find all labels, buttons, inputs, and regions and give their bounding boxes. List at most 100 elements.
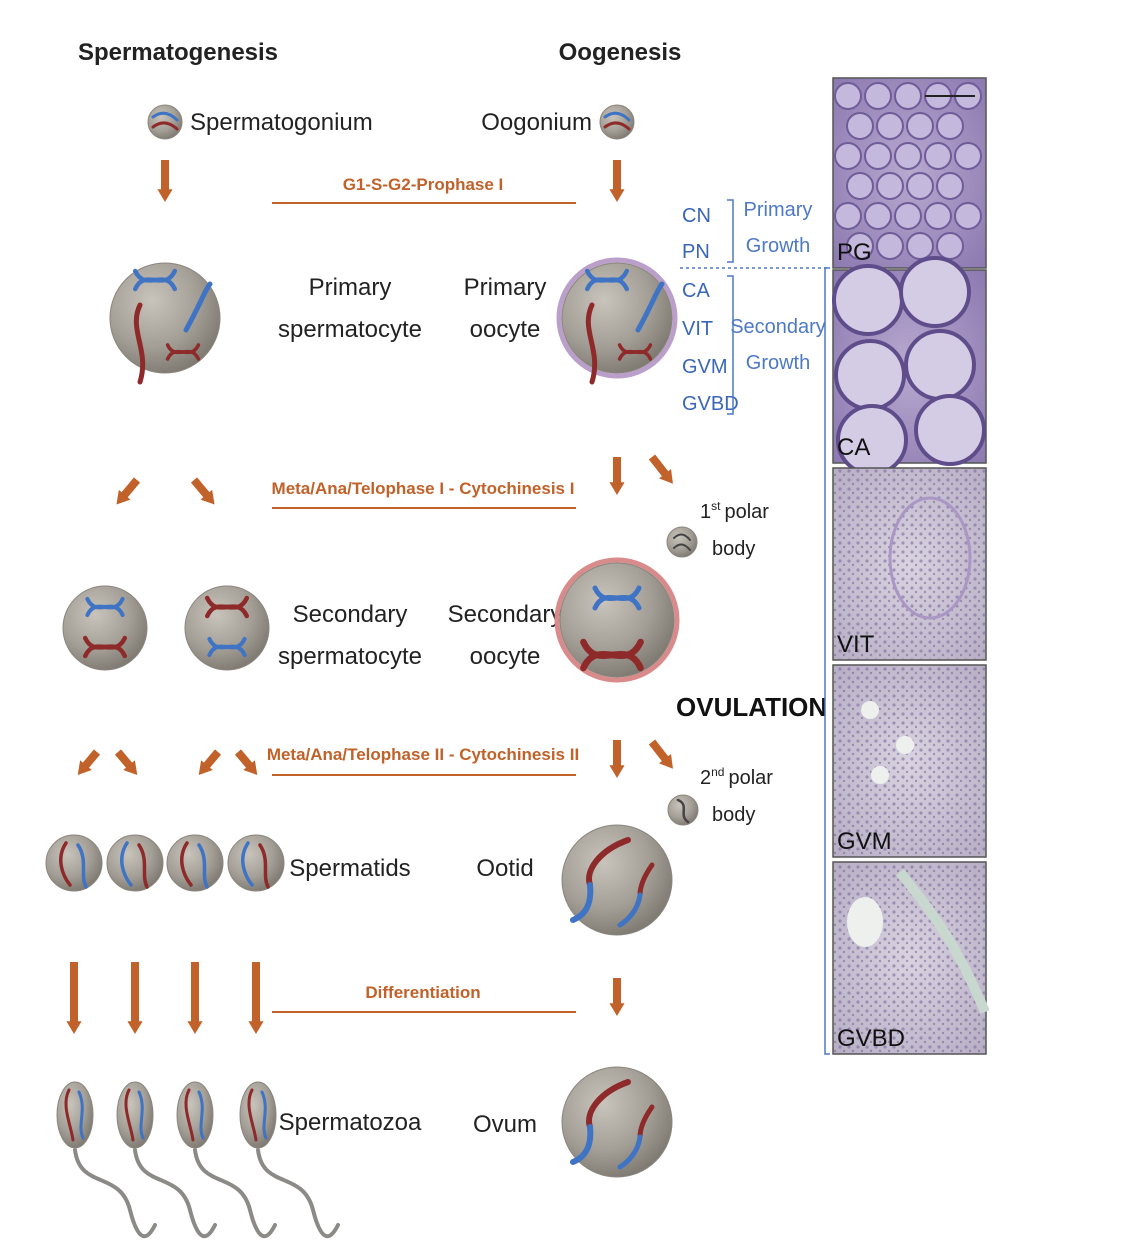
arrow-meiosis1-right <box>190 477 215 505</box>
spermatid-3-chrom-a <box>180 841 193 887</box>
spermatid-cell-1-body <box>45 834 103 892</box>
primary-spermatocyte-label-2: spermatocyte <box>278 316 422 343</box>
spermatozoon-4-chrom-a <box>247 1088 258 1142</box>
arrow-meiosis2-d <box>234 749 258 775</box>
ca-follicle <box>914 394 986 466</box>
pg-follicle <box>924 202 952 230</box>
arrow-oocyte-meiosis2-polar-shape <box>648 739 673 769</box>
spermatid-cell-3-body <box>166 834 224 892</box>
histology-panel-gvbd: GVBD <box>832 861 990 1055</box>
oogonium-cell <box>599 104 635 140</box>
pg-follicle <box>876 172 904 200</box>
ootid-label: Ootid <box>476 855 533 882</box>
arrow-differentiation-2-shape <box>127 962 143 1034</box>
ootid-cell-chrom-blue-2 <box>617 892 643 928</box>
spermatid-1-chrom-a <box>59 841 72 887</box>
arrow-differentiation-4 <box>248 962 264 1034</box>
spermatozoon-1-tail <box>73 1148 157 1239</box>
ca-follicle <box>834 339 906 411</box>
stage-pn: PN <box>682 241 710 263</box>
arrow-meiosis2-b-shape <box>114 749 138 775</box>
first-polar-num: 1 <box>700 501 711 523</box>
ovum-label: Ovum <box>473 1111 537 1138</box>
spermatid-2-chrom-a <box>120 841 133 887</box>
primary-oocyte-label-2: oocyte <box>470 316 541 343</box>
gvbd-yolk-globule <box>847 897 883 947</box>
secondary-spermatocyte-cell-1 <box>62 585 148 671</box>
spermatozoon-2 <box>116 1081 217 1239</box>
spermatid-cell-3 <box>166 834 224 892</box>
secondary-spermatocyte-1-chrom-blue-arm-b <box>85 597 125 617</box>
primary-growth-bracket <box>727 199 734 263</box>
secondary-oocyte-chrom-blue-arm-b <box>592 585 642 611</box>
second-polar-body-chrom <box>676 798 690 824</box>
secondary-oocyte-chrom-red-arm-b <box>580 638 644 672</box>
stage-vit: VIT <box>682 318 713 340</box>
pg-follicle <box>846 232 874 260</box>
pg-follicle <box>954 202 982 230</box>
secondary-spermatocyte-cell-2-body <box>184 585 270 671</box>
arrow-oocyte-meiosis2-down-shape <box>609 740 625 778</box>
primary-oocyte-cell <box>556 257 678 385</box>
histology-label-vit: VIT <box>837 631 875 658</box>
ovum-cell-chrom-red-2 <box>637 1104 655 1140</box>
arrow-meiosis2-c-shape <box>198 749 222 775</box>
spermatogonium-chromosome-blue <box>151 111 179 122</box>
primary-oocyte-chrom-3 <box>585 302 598 385</box>
pg-follicle <box>846 172 874 200</box>
primary-oocyte-chrom-2 <box>635 281 665 333</box>
arrow-meiosis1-left <box>116 477 141 505</box>
phase-label-4: Differentiation <box>365 983 480 1002</box>
first-polar-sup: st <box>711 499 721 513</box>
spermatozoon-3-chrom-a <box>184 1088 195 1142</box>
secondary-oocyte-cell-membrane <box>554 557 680 683</box>
gvm-vacuole <box>861 701 879 719</box>
pg-follicle <box>906 232 934 260</box>
phase-label-3: Meta/Ana/Telophase II - Cytochinesis II <box>267 745 579 764</box>
arrow-spermatogonium-down <box>157 160 173 202</box>
first-polar-body-chrom-1 <box>673 533 691 541</box>
primary-spermatocyte-cell-body <box>109 262 221 374</box>
ovum-cell <box>561 1066 673 1178</box>
arrow-meiosis2-a-shape <box>77 749 101 775</box>
first-polar-body-label-1: 1st polar <box>700 499 769 523</box>
spermatozoon-3 <box>176 1081 277 1239</box>
secondary-spermatocyte-label-1: Secondary <box>293 601 408 628</box>
histology-panel-vit: VIT <box>832 467 987 661</box>
stage-cn: CN <box>682 205 711 227</box>
spermatozoon-2-chrom-a <box>124 1088 135 1142</box>
arrow-oocyte-meiosis1-polar <box>648 454 673 484</box>
histology-texture <box>834 666 985 856</box>
spermatozoon-2-tail <box>133 1148 217 1239</box>
gvm-vacuole <box>896 736 914 754</box>
secondary-oocyte-cell <box>554 557 680 683</box>
ootid-cell <box>561 824 673 936</box>
pg-follicle <box>876 232 904 260</box>
spermatozoon-1-chrom-b <box>77 1090 85 1140</box>
spermatozoon-2-head <box>116 1081 154 1149</box>
ovulation-label: OVULATION <box>676 692 827 722</box>
arrow-oogonium-down <box>609 160 625 202</box>
spermatozoon-1-chrom-a <box>64 1088 75 1142</box>
histology-panel-pg: PG <box>832 77 987 269</box>
spermatozoon-4 <box>239 1081 340 1239</box>
histology-label-gvm: GVM <box>837 828 892 855</box>
spermatid-cell-2-body <box>106 834 164 892</box>
arrow-oocyte-meiosis1-down <box>609 457 625 495</box>
arrow-ootid-differentiation-shape <box>609 978 625 1016</box>
cells-layer <box>45 104 699 1239</box>
pg-follicle <box>894 142 922 170</box>
spermatid-1-chrom-b <box>76 843 88 889</box>
arrow-oocyte-meiosis1-polar-shape <box>648 454 673 484</box>
arrow-meiosis1-right-shape <box>190 477 215 505</box>
primary-oocyte-cell-body <box>561 262 673 374</box>
secondary-oocyte-label-1: Secondary <box>448 601 563 628</box>
arrow-meiosis2-c <box>198 749 222 775</box>
secondary-growth-bracket <box>727 275 734 415</box>
pg-follicle <box>834 142 862 170</box>
secondary-spermatocyte-1-chrom-red-arm-b <box>82 635 128 659</box>
secondary-spermatocyte-2-chrom-blue-arm-b <box>207 637 247 657</box>
ovum-cell-chrom-blue-1 <box>570 1124 594 1165</box>
spermatozoon-4-tail <box>256 1148 340 1239</box>
